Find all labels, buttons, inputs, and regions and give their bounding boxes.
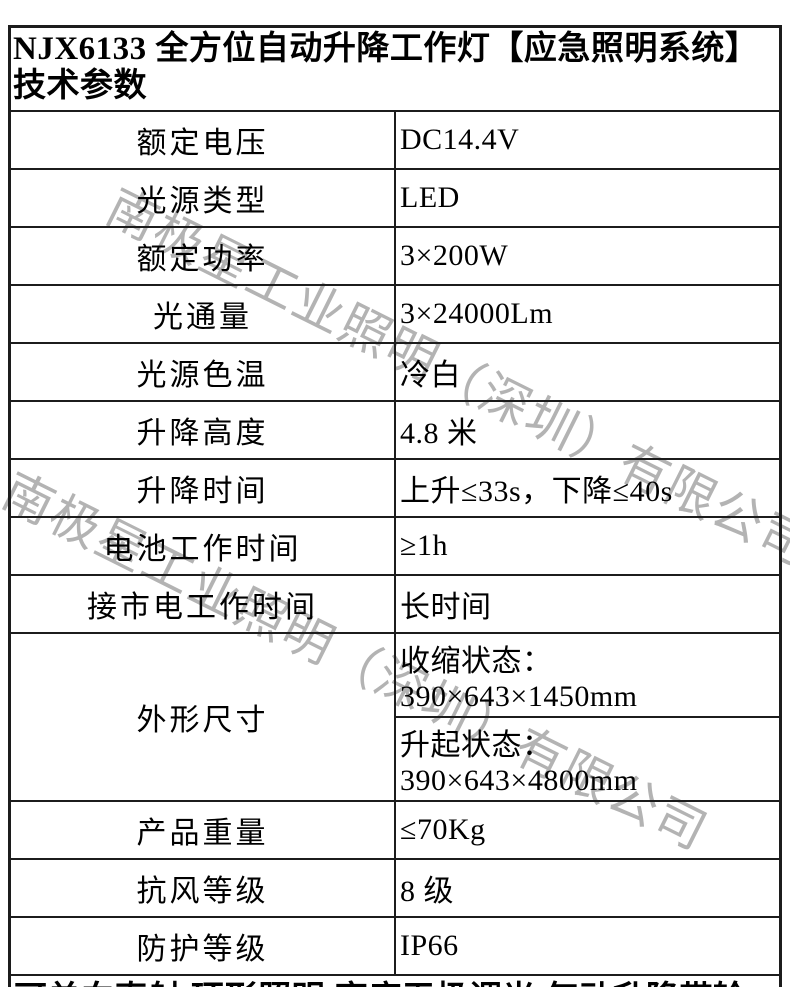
footer-row: 可单向直射/环形照明/亮度无极调光/气动升降带轮子可推行/带喇叭/LCD 工作显… bbox=[8, 974, 782, 987]
spec-label: 光源色温 bbox=[8, 342, 396, 402]
table-row: 升降高度 4.8 米 bbox=[8, 400, 782, 460]
spec-label: 抗风等级 bbox=[8, 858, 396, 918]
table-row: 产品重量 ≤70Kg bbox=[8, 800, 782, 860]
title-row: NJX6133 全方位自动升降工作灯【应急照明系统】技术参数 bbox=[8, 25, 782, 112]
features-text: 可单向直射/环形照明/亮度无极调光/气动升降带轮子可推行/带喇叭/LCD 工作显… bbox=[8, 974, 782, 987]
spec-value: DC14.4V bbox=[394, 110, 782, 170]
spec-value: 3×24000Lm bbox=[394, 284, 782, 344]
spec-label: 防护等级 bbox=[8, 916, 396, 976]
table-row: 额定功率 3×200W bbox=[8, 226, 782, 286]
spec-value: ≤70Kg bbox=[394, 800, 782, 860]
spec-label: 额定功率 bbox=[8, 226, 396, 286]
spec-value: LED bbox=[394, 168, 782, 228]
table-row: 抗风等级 8 级 bbox=[8, 858, 782, 918]
spec-label: 光通量 bbox=[8, 284, 396, 344]
table-row: 光通量 3×24000Lm bbox=[8, 284, 782, 344]
table-row: 光源色温 冷白 bbox=[8, 342, 782, 402]
table-row: 额定电压 DC14.4V bbox=[8, 110, 782, 170]
table-row: 防护等级 IP66 bbox=[8, 916, 782, 976]
table-row-dimensions: 外形尺寸 收缩状态：390×643×1450mm bbox=[8, 632, 782, 802]
spec-value-raised: 升起状态：390×643×4800mm bbox=[394, 716, 782, 802]
spec-value: 上升≤33s，下降≤40s bbox=[394, 458, 782, 518]
spec-label: 电池工作时间 bbox=[8, 516, 396, 576]
spec-value-collapsed: 收缩状态：390×643×1450mm bbox=[394, 632, 782, 718]
table-row: 接市电工作时间 长时间 bbox=[8, 574, 782, 634]
page-title: NJX6133 全方位自动升降工作灯【应急照明系统】技术参数 bbox=[8, 25, 782, 112]
table-row-dimensions: 升起状态：390×643×4800mm bbox=[10, 716, 782, 802]
spec-label: 光源类型 bbox=[8, 168, 396, 228]
spec-value: 3×200W bbox=[394, 226, 782, 286]
spec-label: 升降时间 bbox=[8, 458, 396, 518]
spec-value: 8 级 bbox=[394, 858, 782, 918]
table-row: 升降时间 上升≤33s，下降≤40s bbox=[8, 458, 782, 518]
table-row: 光源类型 LED bbox=[8, 168, 782, 228]
spec-table: NJX6133 全方位自动升降工作灯【应急照明系统】技术参数 额定电压 DC14… bbox=[8, 25, 782, 987]
spec-label: 产品重量 bbox=[8, 800, 396, 860]
spec-label: 接市电工作时间 bbox=[8, 574, 396, 634]
spec-value: IP66 bbox=[394, 916, 782, 976]
spec-label: 升降高度 bbox=[8, 400, 396, 460]
spec-value: 4.8 米 bbox=[394, 400, 782, 460]
spec-label: 额定电压 bbox=[8, 110, 396, 170]
table-row: 电池工作时间 ≥1h bbox=[8, 516, 782, 576]
spec-label: 外形尺寸 bbox=[8, 632, 396, 802]
spec-value: 冷白 bbox=[394, 342, 782, 402]
spec-value: 长时间 bbox=[394, 574, 782, 634]
spec-value: ≥1h bbox=[394, 516, 782, 576]
